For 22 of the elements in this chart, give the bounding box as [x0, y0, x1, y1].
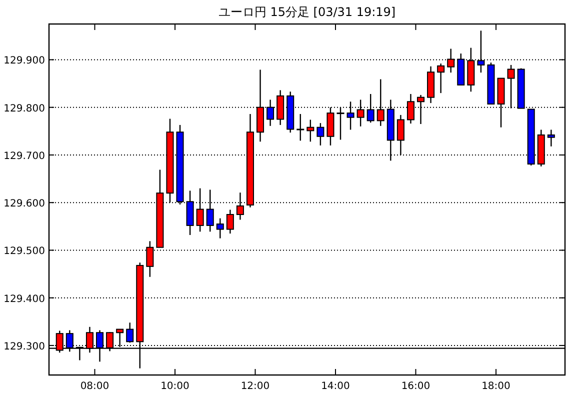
candlestick — [306, 119, 314, 142]
x-tick-label: 14:00 — [321, 381, 350, 392]
y-tick-label: 129.900 — [4, 56, 45, 67]
candlestick — [126, 322, 134, 344]
y-tick-label: 129.300 — [4, 341, 45, 352]
candlestick — [296, 113, 304, 142]
x-tick-label: 08:00 — [80, 381, 110, 392]
candlestick — [437, 62, 445, 94]
y-tick-label: 129.400 — [4, 294, 45, 305]
y-tick-label: 129.600 — [4, 198, 45, 210]
y-tick-label: 129.800 — [4, 103, 45, 114]
y-tick-label: 129.700 — [4, 150, 45, 162]
candlestick — [226, 209, 234, 234]
x-tick-label: 18:00 — [482, 381, 510, 392]
x-tick-label: 16:00 — [401, 381, 430, 392]
x-tick-label: 12:00 — [240, 381, 270, 392]
y-tick-label: 129.500 — [4, 246, 45, 258]
candlestick — [216, 218, 224, 239]
x-tick-label: 10:00 — [160, 381, 190, 392]
chart-title: ユーロ円 15分足 [03/31 19:19] — [218, 5, 396, 19]
candlestick — [547, 129, 555, 147]
candlestick — [316, 122, 324, 146]
